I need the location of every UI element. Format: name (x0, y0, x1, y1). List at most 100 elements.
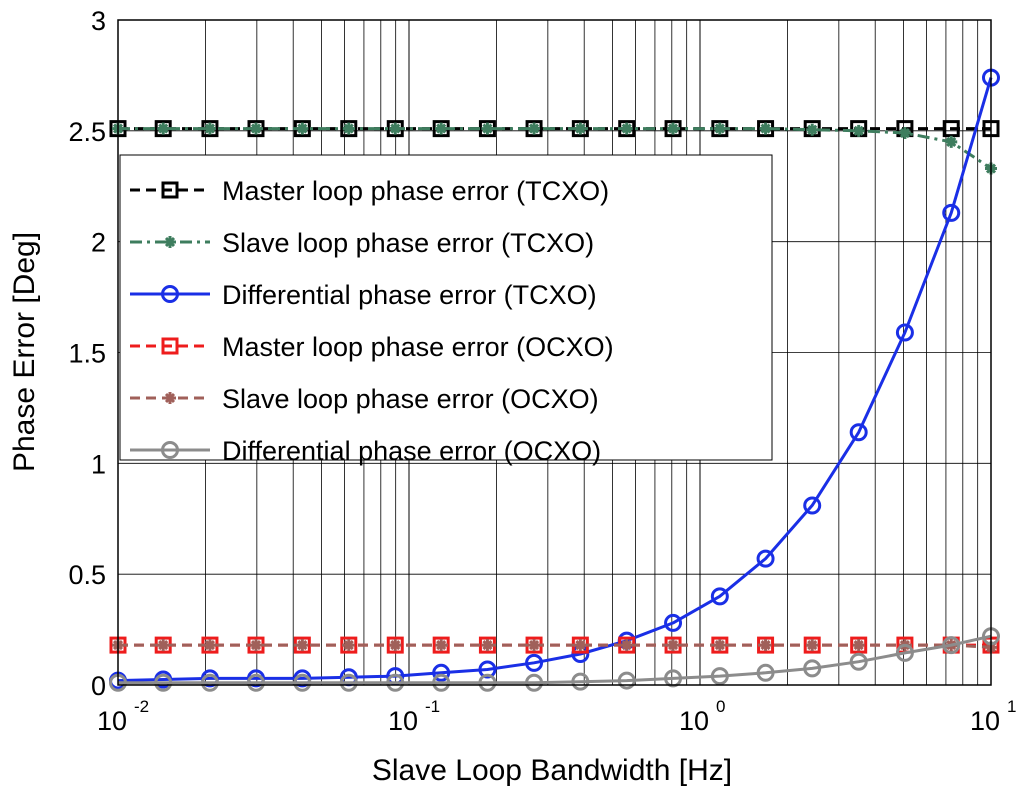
legend-marker (161, 285, 179, 303)
y-axis-label: Phase Error [Deg] (8, 232, 41, 472)
data-point (620, 639, 633, 652)
data-point (296, 122, 309, 135)
data-point (340, 120, 358, 138)
data-point (481, 639, 494, 652)
series-line (118, 643, 992, 649)
legend-label: Slave loop phase error (TCXO) (222, 228, 594, 258)
data-point (157, 639, 170, 652)
data-point (664, 613, 683, 632)
data-point (339, 673, 358, 692)
x-tick-exponent: 1 (1007, 697, 1016, 716)
data-point (574, 122, 587, 135)
legend-label: Differential phase error (OCXO) (222, 436, 601, 466)
data-point (756, 549, 775, 568)
data-point (898, 127, 911, 140)
data-point (942, 636, 961, 655)
data-point (342, 639, 355, 652)
data-point (667, 122, 680, 135)
data-point (478, 673, 497, 692)
data-point (664, 120, 682, 138)
x-axis-label: Slave Loop Bandwidth [Hz] (372, 754, 732, 787)
data-point (806, 639, 819, 652)
data-point (806, 123, 819, 136)
data-point (478, 660, 497, 679)
legend-item: Differential phase error (TCXO) (130, 280, 597, 310)
data-point (803, 636, 821, 654)
data-point (481, 122, 494, 135)
data-point (296, 639, 309, 652)
x-tick-label: 10 (388, 706, 418, 736)
legend-marker (164, 392, 176, 404)
legend-item: Master loop phase error (TCXO) (130, 176, 609, 206)
y-tick-label: 0.5 (68, 560, 106, 590)
x-tick-exponent: -1 (425, 697, 440, 716)
series-line (118, 127, 992, 170)
data-point (386, 673, 405, 692)
legend-label: Slave loop phase error (OCXO) (222, 384, 599, 414)
data-point (389, 122, 402, 135)
y-tick-label: 3 (91, 6, 106, 36)
data-point (342, 122, 355, 135)
plot-frame (117, 19, 992, 686)
data-point (759, 122, 772, 135)
series-6 (109, 627, 1000, 692)
legend-marker (161, 181, 179, 199)
legend-label: Master loop phase error (OCXO) (222, 332, 614, 362)
legend-item: Slave loop phase error (TCXO) (130, 228, 594, 258)
legend-marker (161, 441, 179, 459)
data-point (432, 636, 450, 654)
y-tick-label: 0 (91, 671, 106, 701)
data-point (942, 120, 960, 138)
data-point (850, 636, 868, 654)
data-point (249, 639, 262, 652)
data-point (435, 122, 448, 135)
data-point (713, 122, 726, 135)
data-point (435, 639, 448, 652)
data-point (849, 423, 868, 442)
data-point (154, 673, 173, 692)
legend-marker (164, 236, 176, 248)
x-tick-exponent: 0 (716, 697, 725, 716)
data-point (203, 122, 216, 135)
legend: Master loop phase error (TCXO) Slave loop… (119, 154, 773, 466)
data-point (157, 122, 170, 135)
tick-labels: 0 0.5 1 1.5 2 2.5 3 10 -2 10 -1 10 0 10 1 (68, 6, 1016, 736)
data-point (803, 496, 822, 515)
data-point (759, 639, 772, 652)
data-point (895, 643, 914, 662)
data-point (571, 672, 590, 691)
data-point (895, 323, 914, 342)
data-point (852, 639, 865, 652)
data-point (525, 653, 544, 672)
data-point (432, 663, 451, 682)
data-point (942, 203, 961, 222)
data-point (293, 673, 312, 692)
data-point (340, 636, 358, 654)
data-point (525, 673, 544, 692)
x-tick-label: 10 (97, 706, 127, 736)
data-point (203, 639, 216, 652)
x-tick-label: 10 (970, 706, 1000, 736)
data-point (803, 659, 822, 678)
data-point (528, 639, 541, 652)
x-tick-label: 10 (679, 706, 709, 736)
data-point (200, 673, 219, 692)
legend-item: Slave loop phase error (OCXO) (130, 384, 599, 414)
data-point (852, 124, 865, 137)
data-point (664, 669, 683, 688)
data-point (389, 639, 402, 652)
x-tick-exponent: -2 (134, 697, 149, 716)
data-point (756, 663, 775, 682)
y-tick-label: 2.5 (68, 117, 106, 147)
y-tick-label: 2 (91, 228, 106, 258)
data-point (246, 673, 265, 692)
y-tick-label: 1 (91, 449, 106, 479)
y-tick-label: 1.5 (68, 339, 106, 369)
legend-label: Differential phase error (TCXO) (222, 280, 597, 310)
data-point (710, 587, 729, 606)
data-point (849, 652, 868, 671)
data-point (528, 122, 541, 135)
data-point (617, 671, 636, 690)
legend-item: Differential phase error (OCXO) (130, 436, 601, 466)
